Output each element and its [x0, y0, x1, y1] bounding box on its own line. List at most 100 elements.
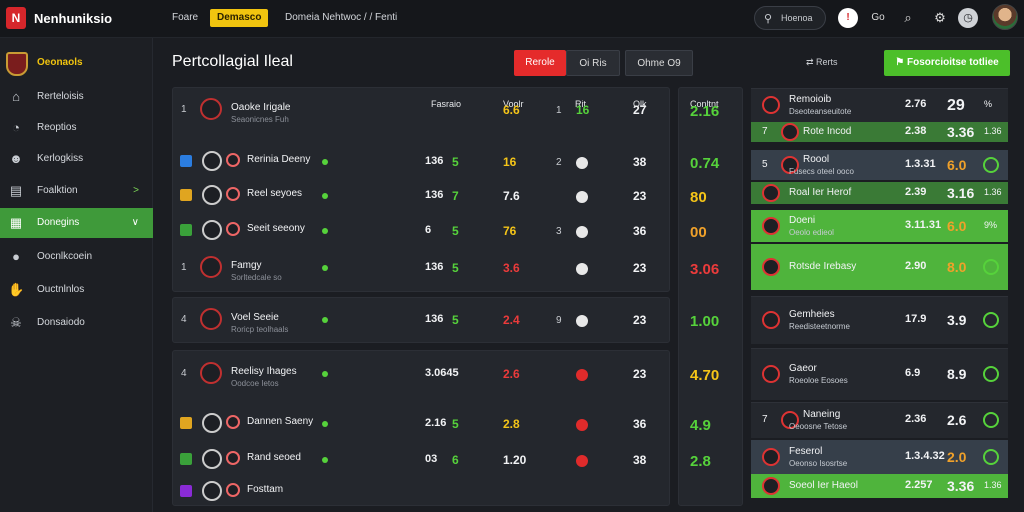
- stat-5: 38: [633, 155, 647, 169]
- chevron-down-icon: ∨: [131, 217, 139, 228]
- search-icon-top[interactable]: ⌕: [904, 10, 912, 25]
- right-list-row[interactable]: [751, 182, 1008, 204]
- status-circle-icon: [983, 366, 999, 382]
- stat-1: 136: [425, 261, 444, 273]
- whistle-icon: ◔: [12, 120, 20, 135]
- stat-3: 2: [556, 157, 562, 168]
- team-crest-icon: [226, 483, 240, 497]
- team-crest-icon: [200, 308, 222, 330]
- segment-mid-button[interactable]: Oi Ris: [566, 50, 620, 76]
- odds-c: 1.36: [984, 126, 1002, 136]
- score-value: 2.8: [690, 453, 711, 470]
- filter-control[interactable]: ⇄ Rerts: [806, 57, 838, 68]
- odds-b: 8.0: [947, 259, 967, 275]
- segment-red-button[interactable]: Rerole: [514, 50, 566, 76]
- right-list-row[interactable]: [751, 296, 1008, 344]
- team-name: Rerinia Deeny: [247, 154, 311, 165]
- right-list-row[interactable]: [751, 244, 1008, 290]
- ball-icon: [576, 419, 588, 431]
- status-circle-icon: [983, 412, 999, 428]
- sidebar-item-label: Donegins: [37, 217, 80, 228]
- team-name: Gaeor: [789, 363, 817, 374]
- right-list-row[interactable]: [751, 348, 1008, 400]
- team-crest-icon: [226, 222, 240, 236]
- score-value: 3.06: [690, 261, 720, 278]
- avatar[interactable]: [992, 4, 1018, 30]
- odds-a: 1.3.4.32: [905, 450, 945, 462]
- team-name: Remoioib: [789, 94, 832, 105]
- sidebar-item-8[interactable]: ☠ Donsaiodo: [0, 308, 153, 338]
- odds-c: 9%: [984, 220, 998, 230]
- team-crest-icon: [762, 365, 780, 383]
- right-list-row[interactable]: [751, 88, 1008, 122]
- stat-1b: 5: [452, 155, 459, 169]
- stat-1b: 5: [452, 313, 459, 327]
- flag-icon: [180, 453, 192, 465]
- sidebar-item-2[interactable]: ◔ Reoptios: [0, 113, 153, 143]
- right-list-row[interactable]: [751, 122, 1008, 142]
- score-column: [678, 87, 743, 506]
- sidebar: Oeonaols ⌂ Rerteloisis ◔ Reoptios ☻ Kerl…: [0, 38, 153, 512]
- team-sub: Oodcoe Ietos: [231, 379, 279, 388]
- row-rank: 7: [762, 414, 768, 425]
- status-circle-icon: [983, 259, 999, 275]
- app-logo[interactable]: N: [6, 7, 26, 29]
- language-toggle[interactable]: Go: [871, 12, 885, 23]
- nav-home[interactable]: Foare: [172, 12, 199, 23]
- odds-b: 3.36: [947, 124, 975, 140]
- flag-icon: [180, 417, 192, 429]
- segment-right-button[interactable]: Ohme O9: [625, 50, 693, 76]
- cta-button[interactable]: ⚑ Fosorcioitse totliee: [884, 50, 1010, 76]
- stat-1b: 5: [452, 261, 459, 275]
- nav-active[interactable]: Demasco: [210, 9, 269, 27]
- live-dot-icon: [322, 228, 328, 234]
- odds-b: 6.0: [947, 218, 967, 234]
- team-name: Naneing: [803, 409, 841, 420]
- sidebar-item-6[interactable]: ● Oocnlkcoein: [0, 242, 153, 272]
- sidebar-item-4[interactable]: ▤ Foalktion >: [0, 176, 153, 206]
- odds-b: 6.0: [947, 157, 967, 173]
- team-name: Seeit seeony: [247, 223, 305, 234]
- sidebar-item-1[interactable]: ⌂ Rerteloisis: [0, 82, 153, 112]
- alert-icon[interactable]: !: [838, 8, 858, 28]
- team-name: Feserol: [789, 446, 823, 457]
- team-name: Oaoke Irigale: [231, 102, 291, 113]
- gear-icon[interactable]: ⚙: [934, 10, 946, 25]
- row-rank: 1: [181, 262, 187, 273]
- search-box[interactable]: ⚲ Hoenoa: [754, 6, 826, 30]
- sidebar-item-7[interactable]: ✋ Ouctnlnlos: [0, 275, 153, 305]
- team-name: Fosttam: [247, 484, 284, 495]
- team-sub: Oeolo edieol: [789, 228, 834, 237]
- live-dot-icon: [322, 265, 328, 271]
- team-crest-icon: [202, 185, 222, 205]
- team-crest-icon: [762, 448, 780, 466]
- nav-league[interactable]: Domeia Nehtwoc / / Fenti: [285, 12, 398, 23]
- stat-2: 1.20: [503, 453, 527, 467]
- sidebar-item-5[interactable]: ▦ Donegins ∨: [0, 208, 153, 238]
- stat-4: 16: [576, 103, 590, 117]
- score-value: 4.70: [690, 367, 720, 384]
- score-value: 00: [690, 224, 707, 241]
- home-icon: ⌂: [12, 89, 20, 104]
- stat-2: 6.6: [503, 103, 520, 117]
- right-list-row[interactable]: [751, 210, 1008, 242]
- ball-icon: [576, 226, 588, 238]
- right-list-row[interactable]: [751, 474, 1008, 498]
- right-list-row[interactable]: [751, 440, 1008, 474]
- team-crest-icon: [762, 477, 780, 495]
- sidebar-item-club[interactable]: Oeonaols: [0, 48, 153, 78]
- team-crest-icon: [200, 98, 222, 120]
- flag-icon: ⚑: [895, 57, 908, 68]
- col-header-4: Olk: [633, 99, 647, 109]
- team-crest-icon: [202, 151, 222, 171]
- cta-label: Fosorcioitse totliee: [907, 57, 999, 68]
- team-crest-icon: [762, 258, 780, 276]
- top-bar: N Nenhuniksio Foare Demasco Domeia Nehtw…: [0, 0, 1024, 38]
- status-circle-icon: [983, 157, 999, 173]
- stat-1b: 5: [452, 224, 459, 238]
- clock-icon[interactable]: ◷: [958, 8, 978, 28]
- live-dot-icon: [322, 457, 328, 463]
- stat-5: 27: [633, 103, 647, 117]
- filter-icon: ⇄: [806, 57, 817, 67]
- sidebar-item-3[interactable]: ☻ Kerlogkiss: [0, 144, 153, 174]
